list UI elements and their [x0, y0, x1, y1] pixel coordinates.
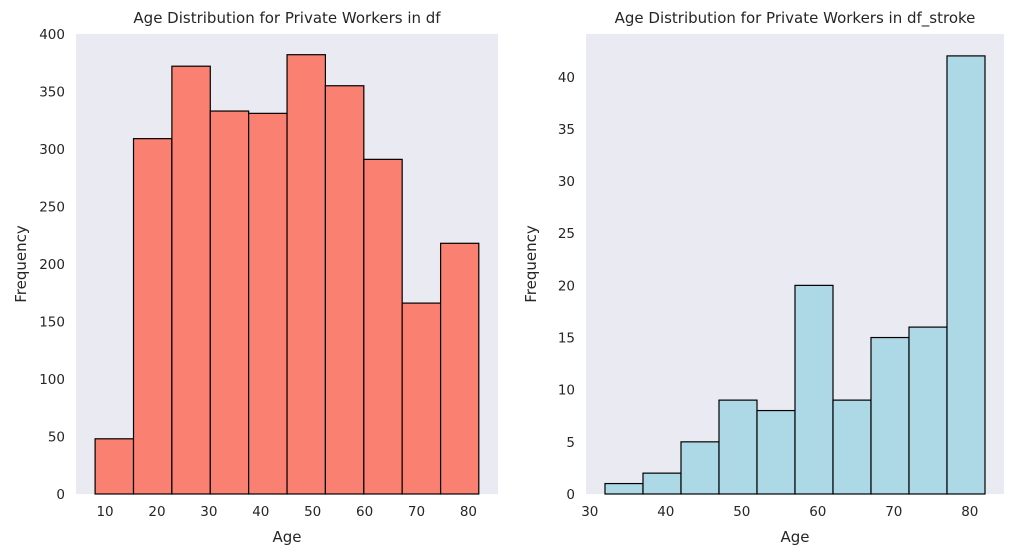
chart-df-stroke: Age Distribution for Private Workers in …	[522, 9, 1004, 546]
bar-df-9	[439, 242, 480, 495]
y-tick-label-df-stroke-4: 20	[558, 278, 575, 294]
bars-df-stroke	[604, 55, 986, 495]
y-tick-label-df-0: 0	[56, 487, 65, 503]
bar-df-8	[401, 302, 442, 495]
x-tick-label-df-2: 30	[200, 504, 217, 520]
x-tick-label-df-6: 70	[408, 504, 425, 520]
x-tick-label-df-0: 10	[96, 504, 113, 520]
y-tick-label-df-1: 50	[48, 430, 65, 446]
y-tick-label-df-stroke-8: 40	[558, 70, 575, 86]
bar-df-2	[171, 65, 211, 495]
chart-title-df: Age Distribution for Private Workers in …	[133, 9, 441, 27]
bar-df-stroke-1	[642, 472, 682, 495]
y-tick-label-df-stroke-1: 5	[566, 435, 575, 451]
bar-df-stroke-6	[832, 399, 872, 495]
x-ticks-df: 10 20 30 40 50 60 70 80	[96, 504, 477, 520]
y-tick-label-df-4: 200	[39, 257, 65, 273]
y-axis-label-df-stroke: Frequency	[522, 225, 540, 303]
y-tick-label-df-stroke-7: 35	[558, 122, 575, 138]
x-tick-label-df-1: 20	[148, 504, 165, 520]
chart-title-df-stroke: Age Distribution for Private Workers in …	[615, 9, 976, 28]
bar-df-stroke-4	[756, 409, 796, 495]
y-tick-label-df-8: 400	[39, 27, 65, 43]
x-tick-label-df-stroke-4: 70	[885, 504, 902, 520]
bar-df-stroke-7	[870, 336, 910, 495]
y-tick-label-df-5: 250	[39, 200, 65, 216]
x-tick-label-df-3: 40	[252, 504, 269, 520]
bar-df-7	[363, 158, 403, 495]
bar-df-5	[286, 54, 327, 495]
x-tick-label-df-4: 50	[304, 504, 321, 520]
x-axis-label-df-stroke: Age	[780, 528, 809, 546]
bar-df-stroke-5	[794, 284, 834, 495]
x-tick-label-df-stroke-0: 30	[581, 504, 598, 520]
x-ticks-df-stroke: 30 40 50 60 70 80	[581, 504, 978, 520]
x-tick-label-df-stroke-5: 80	[961, 504, 978, 520]
y-tick-label-df-7: 350	[39, 85, 65, 101]
bar-df-0	[94, 438, 135, 495]
y-tick-label-df-3: 150	[39, 315, 65, 331]
x-tick-label-df-stroke-3: 60	[809, 504, 826, 520]
bar-df-stroke-8	[908, 326, 948, 495]
y-tick-label-df-stroke-0: 0	[566, 487, 575, 503]
y-axis-label-df: Frequency	[12, 225, 30, 303]
bar-df-stroke-2	[680, 441, 720, 495]
y-tick-label-df-6: 300	[39, 142, 65, 158]
bar-df-4	[248, 112, 288, 495]
x-tick-label-df-stroke-2: 50	[733, 504, 750, 520]
x-tick-label-df-stroke-1: 40	[657, 504, 674, 520]
bar-df-1	[132, 138, 173, 495]
y-tick-label-df-stroke-5: 25	[558, 226, 575, 242]
x-tick-label-df-7: 80	[460, 504, 477, 520]
y-tick-label-df-2: 100	[39, 372, 65, 388]
bar-df-stroke-0	[604, 482, 644, 495]
y-ticks-df-stroke: 0 5 10 15 20 25 30 35 40	[558, 70, 575, 503]
bar-df-stroke-9	[946, 55, 986, 495]
x-tick-label-df-5: 60	[356, 504, 373, 520]
x-axis-label-df: Age	[272, 528, 301, 546]
y-ticks-df: 0 50 100 150 200 250 300 350 400	[39, 27, 65, 503]
y-tick-label-df-stroke-3: 15	[558, 331, 575, 347]
bars-df	[94, 54, 480, 495]
bar-df-3	[209, 110, 250, 495]
bar-df-stroke-3	[718, 399, 758, 495]
bar-df-6	[324, 85, 365, 495]
chart-df: Age Distribution for Private Workers in …	[12, 9, 498, 546]
y-tick-label-df-stroke-2: 10	[558, 383, 575, 399]
y-tick-label-df-stroke-6: 30	[558, 174, 575, 190]
